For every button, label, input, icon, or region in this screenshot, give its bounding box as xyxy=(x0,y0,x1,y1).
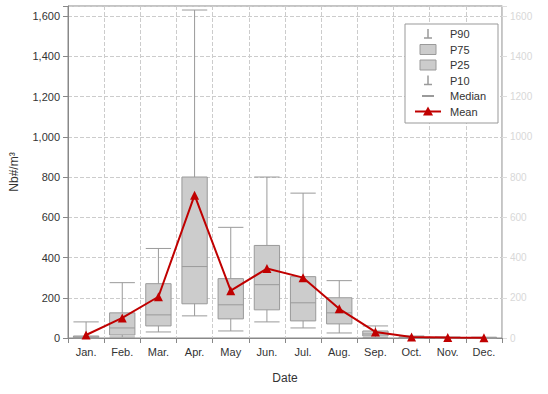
svg-text:Jan.: Jan. xyxy=(76,346,97,358)
svg-text:800: 800 xyxy=(42,171,60,183)
svg-text:600: 600 xyxy=(42,211,60,223)
svg-text:1400: 1400 xyxy=(510,51,533,62)
svg-text:May: May xyxy=(220,346,241,358)
svg-text:0: 0 xyxy=(54,332,60,344)
svg-text:Nb#/m³: Nb#/m³ xyxy=(7,152,21,191)
svg-text:Date: Date xyxy=(272,371,298,385)
svg-text:Mean: Mean xyxy=(450,106,478,118)
svg-text:P90: P90 xyxy=(450,28,470,40)
svg-text:Apr.: Apr. xyxy=(185,346,205,358)
svg-text:P25: P25 xyxy=(450,59,470,71)
svg-text:1,400: 1,400 xyxy=(32,50,60,62)
svg-text:1000: 1000 xyxy=(510,131,533,142)
svg-text:400: 400 xyxy=(510,252,527,263)
svg-text:1,000: 1,000 xyxy=(32,131,60,143)
svg-text:Median: Median xyxy=(450,90,486,102)
svg-text:Feb.: Feb. xyxy=(111,346,133,358)
svg-text:1,600: 1,600 xyxy=(32,10,60,22)
svg-text:1200: 1200 xyxy=(510,91,533,102)
svg-text:200: 200 xyxy=(510,292,527,303)
svg-text:Aug.: Aug. xyxy=(328,346,351,358)
svg-text:Jun.: Jun. xyxy=(257,346,278,358)
svg-text:600: 600 xyxy=(510,212,527,223)
svg-text:800: 800 xyxy=(510,172,527,183)
svg-text:Jul.: Jul. xyxy=(295,346,312,358)
svg-text:Dec.: Dec. xyxy=(473,346,496,358)
svg-text:P75: P75 xyxy=(450,44,470,56)
svg-text:Nov.: Nov. xyxy=(437,346,459,358)
svg-text:P10: P10 xyxy=(450,75,470,87)
svg-text:200: 200 xyxy=(42,292,60,304)
svg-text:0: 0 xyxy=(510,333,516,344)
svg-text:Sep.: Sep. xyxy=(364,346,387,358)
svg-text:Oct.: Oct. xyxy=(401,346,421,358)
svg-text:Mar.: Mar. xyxy=(148,346,169,358)
svg-text:1,200: 1,200 xyxy=(32,91,60,103)
svg-text:400: 400 xyxy=(42,252,60,264)
svg-text:1600: 1600 xyxy=(510,11,533,22)
